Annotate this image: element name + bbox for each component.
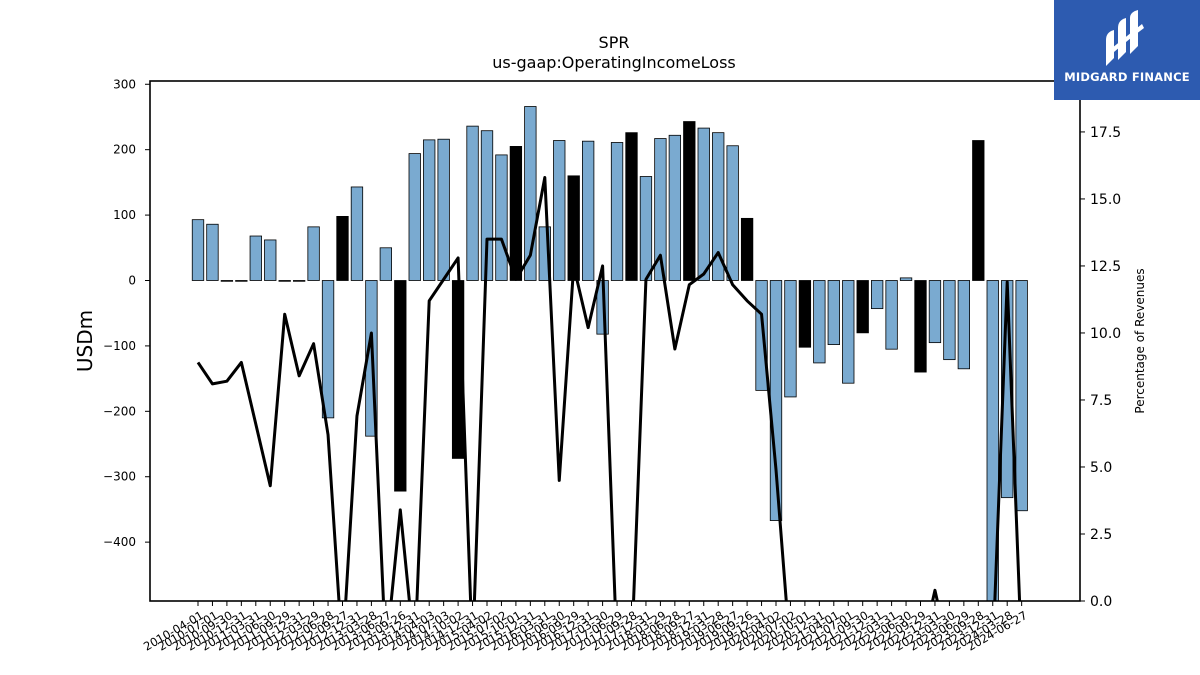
- bar: [740, 217, 754, 281]
- bar: [972, 140, 985, 281]
- chart-subtitle: us-gaap:OperatingIncomeLoss: [492, 53, 736, 72]
- bar: [856, 280, 869, 334]
- bar: [553, 140, 566, 281]
- bar: [943, 280, 956, 361]
- bar: [307, 226, 320, 281]
- bar: [871, 280, 884, 310]
- bar: [697, 127, 710, 281]
- y-tick-label: −300: [103, 470, 136, 484]
- bar: [278, 280, 291, 282]
- bar: [726, 145, 739, 281]
- y2-tick-label: 10.0: [1090, 326, 1121, 342]
- y2-tick-label: 7.5: [1090, 393, 1112, 409]
- y2-tick-label: 2.5: [1090, 527, 1112, 543]
- y2-tick-label: 0.0: [1090, 594, 1112, 610]
- bar: [813, 280, 826, 364]
- pct-line: [196, 175, 1022, 601]
- bar: [379, 247, 393, 281]
- bar: [249, 235, 262, 281]
- bar: [206, 223, 219, 281]
- bar: [292, 280, 306, 282]
- y2-axis-label: Percentage of Revenues: [1133, 268, 1147, 413]
- bar: [336, 215, 349, 281]
- bar: [914, 280, 927, 373]
- y-tick-label: 300: [113, 77, 136, 91]
- bar: [524, 106, 537, 281]
- bar: [220, 280, 234, 282]
- bar: [639, 176, 653, 281]
- midgard-finance-logo: MIDGARD FINANCE: [1054, 0, 1200, 100]
- midgard-logo-icon: [1106, 10, 1144, 66]
- bar: [798, 280, 812, 348]
- bar: [423, 139, 436, 281]
- bar: [755, 280, 768, 391]
- y-tick-label: −100: [103, 339, 136, 353]
- chart-title: SPR: [599, 33, 630, 52]
- bar: [235, 280, 248, 282]
- y-axis-label: USDm: [73, 310, 97, 372]
- bar: [784, 280, 797, 398]
- bar: [495, 154, 508, 281]
- bar: [264, 239, 277, 281]
- bar: [1001, 280, 1014, 499]
- y-tick-label: 200: [113, 143, 136, 157]
- bar: [1015, 280, 1028, 512]
- bar: [625, 132, 638, 281]
- bar: [654, 138, 667, 281]
- y-tick-label: 100: [113, 208, 136, 222]
- bar: [899, 277, 913, 281]
- bar: [683, 121, 696, 281]
- bar: [538, 226, 551, 281]
- bar: [957, 280, 970, 370]
- bar: [885, 280, 898, 350]
- bar: [191, 219, 205, 281]
- bar: [668, 134, 681, 281]
- bar: [827, 280, 840, 345]
- bar: [928, 280, 942, 344]
- y2-tick-label: 5.0: [1090, 460, 1112, 476]
- y-tick-label: −400: [103, 535, 136, 549]
- y2-tick-label: 15.0: [1090, 192, 1121, 208]
- bar: [582, 140, 595, 281]
- logo-text: MIDGARD FINANCE: [1064, 70, 1190, 84]
- bar: [350, 186, 364, 281]
- bar: [610, 142, 624, 281]
- bar: [437, 138, 450, 281]
- bar: [842, 280, 855, 384]
- y2-tick-label: 17.5: [1090, 125, 1121, 141]
- bar: [321, 280, 335, 419]
- y-tick-label: 0: [128, 273, 136, 287]
- y2-tick-label: 12.5: [1090, 259, 1121, 275]
- bar: [712, 132, 725, 281]
- bar: [466, 125, 479, 281]
- plot-frame: [149, 80, 1081, 602]
- bar: [509, 146, 523, 281]
- y-tick-label: −200: [103, 404, 136, 418]
- bar: [394, 280, 407, 492]
- bar: [408, 153, 421, 281]
